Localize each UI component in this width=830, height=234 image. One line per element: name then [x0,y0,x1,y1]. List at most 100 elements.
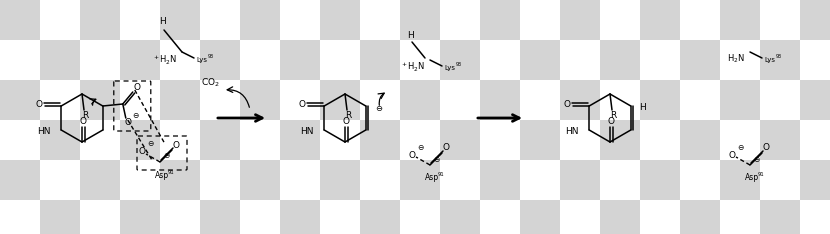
Bar [400,120,440,160]
Bar [320,120,360,160]
Bar [560,160,600,200]
Bar [240,200,280,234]
Bar [280,40,320,80]
Text: $^+$H$_2$N: $^+$H$_2$N [399,60,425,74]
Bar [360,160,400,200]
Bar [760,0,800,40]
Bar [800,200,830,234]
Bar [560,0,600,40]
Text: Asp: Asp [745,173,759,183]
Bar [560,40,600,80]
Bar [720,0,760,40]
Bar [480,160,520,200]
Text: Asp: Asp [155,171,169,179]
Text: ⊖: ⊖ [753,154,759,164]
Bar [120,160,160,200]
Bar [0,160,40,200]
Bar [720,160,760,200]
Text: O: O [564,100,571,109]
Bar [120,0,160,40]
Bar [640,0,680,40]
Bar [200,0,240,40]
Bar [0,0,40,40]
Text: O: O [173,140,179,150]
Bar [320,80,360,120]
Text: ⊖: ⊖ [163,151,169,161]
Bar [560,200,600,234]
Bar [160,80,200,120]
Bar [680,160,720,200]
Text: R: R [345,111,351,121]
Bar [280,0,320,40]
Bar [200,80,240,120]
Bar [440,120,480,160]
Bar [800,0,830,40]
Bar [440,200,480,234]
Text: ⊖: ⊖ [432,154,439,164]
Bar [360,80,400,120]
Bar [600,160,640,200]
Text: H$_2$N: H$_2$N [727,53,745,65]
Bar [0,200,40,234]
Text: 91: 91 [758,172,764,178]
Bar [0,40,40,80]
Bar [120,40,160,80]
Bar [680,120,720,160]
Bar [800,120,830,160]
Bar [40,160,80,200]
Bar [560,120,600,160]
Bar [80,120,120,160]
Text: ⊖: ⊖ [375,105,383,113]
Bar [200,200,240,234]
Bar [640,200,680,234]
Bar [320,40,360,80]
Text: 93: 93 [456,62,462,67]
Bar [400,80,440,120]
Text: ⊖: ⊖ [147,139,154,149]
Bar [80,200,120,234]
Bar [600,200,640,234]
Bar [720,200,760,234]
Bar [240,0,280,40]
Bar [480,40,520,80]
Bar [520,40,560,80]
Bar [760,80,800,120]
Text: O: O [343,117,349,125]
Bar [200,40,240,80]
Bar [160,120,200,160]
Text: $^+$H$_2$N: $^+$H$_2$N [152,53,177,67]
Text: O: O [729,150,735,160]
Bar [680,200,720,234]
Text: O: O [134,83,140,91]
Text: Lys: Lys [444,65,455,71]
Text: ⊖: ⊖ [737,143,743,151]
Bar [480,120,520,160]
Bar [240,160,280,200]
Text: O: O [124,118,131,128]
Bar [520,200,560,234]
Text: H: H [159,18,165,26]
Bar [160,40,200,80]
Bar [280,80,320,120]
Bar [520,80,560,120]
Text: 91: 91 [168,169,175,175]
Bar [680,80,720,120]
Bar [40,40,80,80]
Bar [720,120,760,160]
Bar [440,160,480,200]
Bar [600,120,640,160]
Text: O: O [299,100,305,109]
Bar [320,160,360,200]
Text: O: O [36,100,42,109]
Bar [760,200,800,234]
Bar [760,40,800,80]
Bar [360,200,400,234]
Text: O: O [608,117,614,125]
Bar [240,40,280,80]
Bar [600,80,640,120]
Text: HN: HN [300,127,313,135]
Bar [40,200,80,234]
Bar [480,200,520,234]
Bar [360,120,400,160]
Text: 93: 93 [208,55,214,59]
